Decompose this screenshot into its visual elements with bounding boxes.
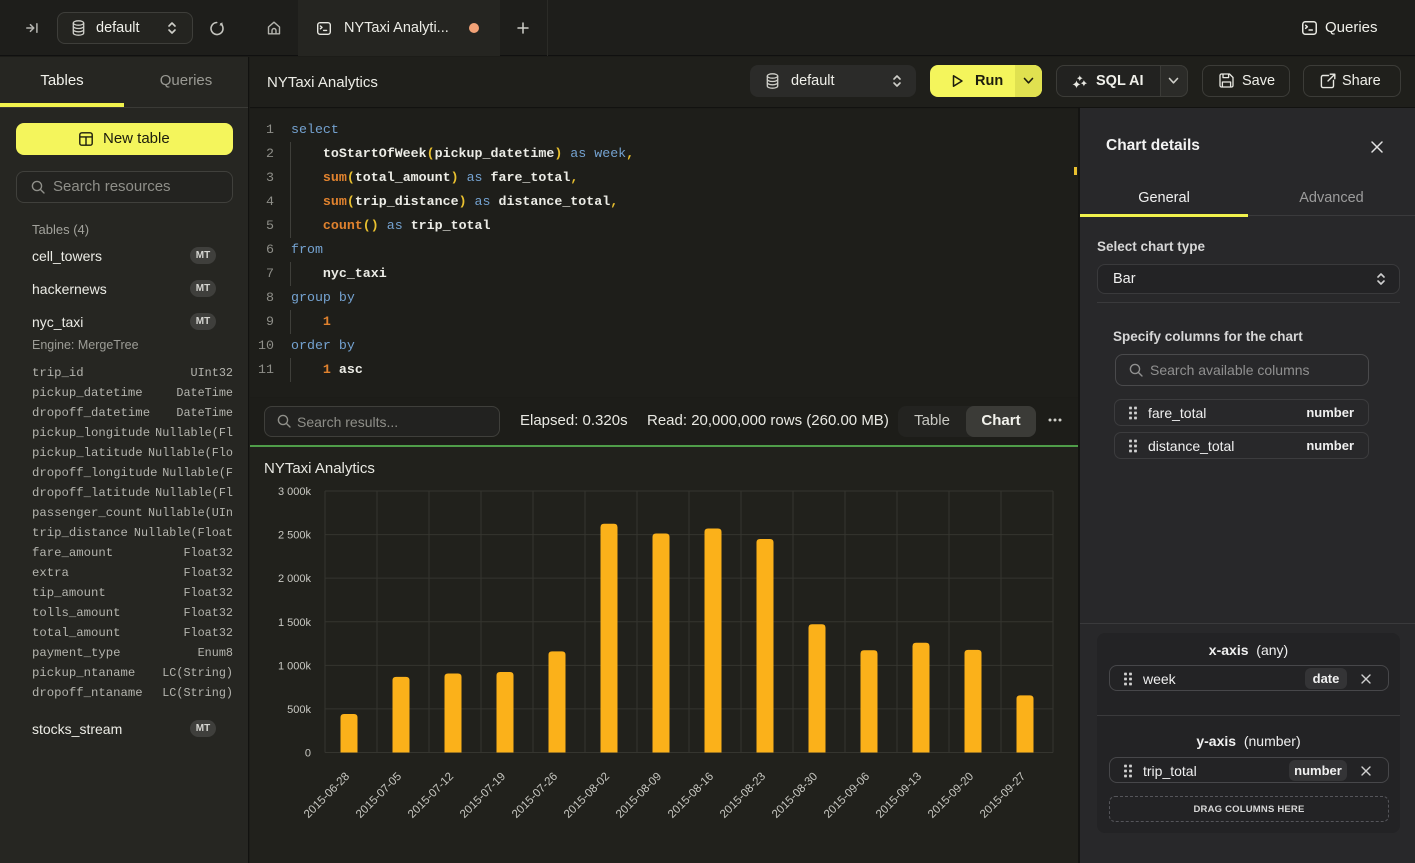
svg-text:2015-09-06: 2015-09-06 xyxy=(822,771,872,821)
svg-text:0: 0 xyxy=(305,748,311,760)
svg-text:2015-08-30: 2015-08-30 xyxy=(770,771,820,821)
svg-text:500k: 500k xyxy=(287,704,311,716)
svg-text:2015-08-16: 2015-08-16 xyxy=(666,771,716,821)
svg-text:1 500k: 1 500k xyxy=(278,617,312,629)
svg-text:2015-07-05: 2015-07-05 xyxy=(354,771,404,821)
svg-text:3 000k: 3 000k xyxy=(278,486,312,498)
svg-text:2015-07-19: 2015-07-19 xyxy=(458,771,508,821)
svg-text:2 000k: 2 000k xyxy=(278,573,312,585)
svg-text:2 500k: 2 500k xyxy=(278,530,312,542)
svg-text:2015-08-23: 2015-08-23 xyxy=(718,771,768,821)
svg-text:2015-08-02: 2015-08-02 xyxy=(562,771,612,821)
svg-text:2015-07-26: 2015-07-26 xyxy=(510,771,560,821)
svg-text:2015-06-28: 2015-06-28 xyxy=(302,771,352,821)
svg-text:1 000k: 1 000k xyxy=(278,660,312,672)
svg-text:2015-09-13: 2015-09-13 xyxy=(874,771,924,821)
svg-text:2015-08-09: 2015-08-09 xyxy=(614,771,664,821)
svg-text:2015-09-27: 2015-09-27 xyxy=(978,771,1028,821)
svg-text:2015-09-20: 2015-09-20 xyxy=(926,771,976,821)
svg-text:2015-07-12: 2015-07-12 xyxy=(406,771,456,821)
